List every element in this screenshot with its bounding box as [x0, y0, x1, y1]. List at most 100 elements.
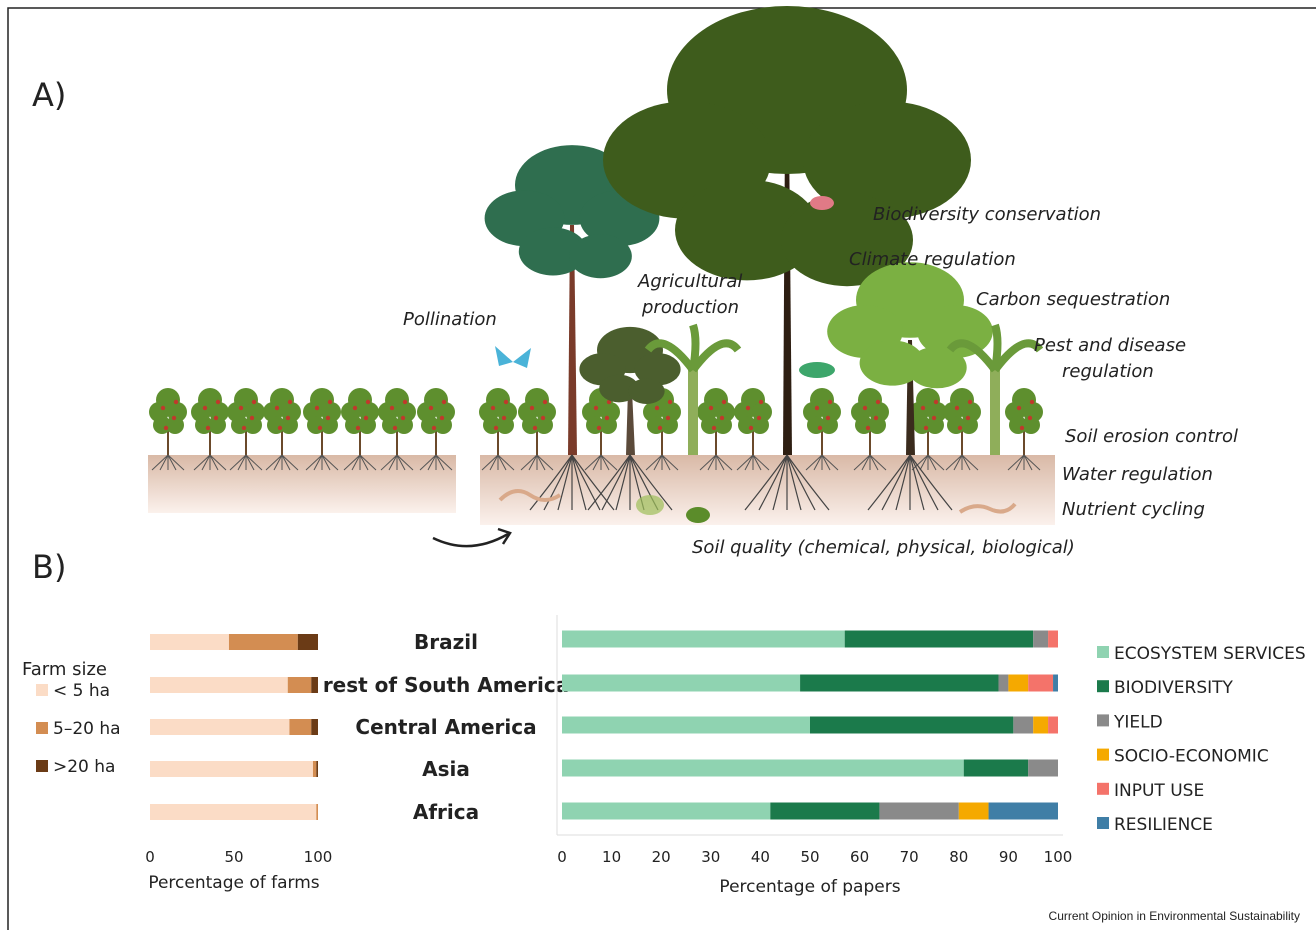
- root: [321, 454, 331, 471]
- root: [715, 454, 733, 471]
- shrub-fruit: [325, 415, 331, 421]
- root: [281, 454, 299, 471]
- shrub-fruit: [817, 425, 823, 431]
- illustration: [148, 6, 1055, 548]
- canopy: [628, 378, 665, 404]
- soil: [480, 455, 1055, 525]
- shrub-fruit: [493, 425, 499, 431]
- trunk: [783, 130, 792, 455]
- x-tick-label: 40: [751, 848, 770, 866]
- shrub-fruit: [238, 405, 244, 411]
- root: [805, 454, 823, 471]
- bar-segment: [958, 802, 989, 820]
- shrub-leaves: [208, 416, 226, 434]
- root: [343, 454, 361, 471]
- root: [536, 454, 554, 471]
- root: [313, 454, 323, 471]
- shrub-fruit: [355, 425, 361, 431]
- root: [193, 454, 211, 471]
- beetle: [686, 507, 710, 523]
- bar-segment: [800, 674, 999, 692]
- shrub-fruit: [708, 405, 714, 411]
- root: [321, 454, 339, 471]
- root: [209, 454, 227, 471]
- canopy: [859, 340, 925, 386]
- panel-label: A): [32, 76, 66, 114]
- bar-segment: [844, 630, 1034, 648]
- root: [584, 454, 602, 471]
- shrub-fruit: [654, 405, 660, 411]
- category-label: Brazil: [414, 630, 478, 654]
- bar-segment: [1033, 630, 1049, 648]
- root: [645, 454, 663, 471]
- root: [869, 454, 879, 471]
- shrub-fruit: [967, 399, 973, 405]
- shrub-fruit: [215, 399, 221, 405]
- legend-swatch: [36, 722, 48, 734]
- root: [497, 454, 515, 471]
- legend-label: ECOSYSTEM SERVICES: [1114, 644, 1306, 664]
- root: [388, 454, 398, 471]
- root: [653, 454, 663, 471]
- bar-segment: [562, 716, 810, 734]
- root: [520, 454, 538, 471]
- shrub-fruit: [160, 405, 166, 411]
- x-tick-label: 0: [145, 848, 155, 866]
- category-label: Africa: [413, 800, 479, 824]
- root: [571, 454, 587, 511]
- root: [351, 454, 361, 471]
- shrub-leaves: [660, 416, 678, 434]
- shrub-fruit: [756, 415, 762, 421]
- bar-segment: [1053, 674, 1058, 692]
- shrub-fruit: [667, 399, 673, 405]
- bar-segment: [228, 634, 298, 650]
- bar-segment: [150, 677, 288, 693]
- shrub-fruit: [745, 405, 751, 411]
- category-label: Central America: [355, 715, 536, 739]
- root: [661, 454, 679, 471]
- root: [435, 454, 445, 471]
- shrub-fruit: [604, 415, 610, 421]
- root: [229, 454, 247, 471]
- legend-swatch: [1097, 782, 1109, 795]
- root: [396, 454, 414, 471]
- banana-leaf: [946, 339, 999, 373]
- shrub-fruit: [1019, 425, 1025, 431]
- shrub-fruit: [540, 415, 546, 421]
- legend-swatch: [36, 684, 48, 696]
- butterfly: [495, 346, 531, 368]
- root: [159, 454, 169, 471]
- shrub-fruit: [657, 425, 663, 431]
- canopy: [675, 179, 819, 281]
- shrub-fruit: [1016, 405, 1022, 411]
- root: [715, 454, 725, 471]
- x-tick-label: 0: [557, 848, 567, 866]
- root: [909, 454, 925, 511]
- root: [489, 454, 499, 471]
- root: [813, 454, 823, 471]
- shrub-fruit: [277, 425, 283, 431]
- shrub-fruit: [287, 399, 293, 405]
- arrow: [432, 532, 509, 548]
- shrub-fruit: [1029, 399, 1035, 405]
- root: [209, 454, 219, 471]
- root: [273, 454, 283, 471]
- shrub-fruit: [606, 399, 612, 405]
- bar-segment: [150, 804, 317, 820]
- bar-segment: [316, 804, 318, 820]
- shrub-fruit: [501, 415, 507, 421]
- root: [786, 454, 802, 511]
- shrub-fruit: [920, 405, 926, 411]
- root: [497, 454, 507, 471]
- bar-segment: [988, 802, 1058, 820]
- root: [600, 454, 618, 471]
- shrub-fruit: [721, 399, 727, 405]
- root: [867, 454, 911, 511]
- shrub-fruit: [205, 425, 211, 431]
- shrub-fruit: [274, 405, 280, 411]
- x-axis-label: Percentage of farms: [148, 873, 319, 893]
- legend-label: < 5 ha: [53, 681, 110, 701]
- root: [592, 454, 602, 471]
- bar-segment: [1048, 716, 1058, 734]
